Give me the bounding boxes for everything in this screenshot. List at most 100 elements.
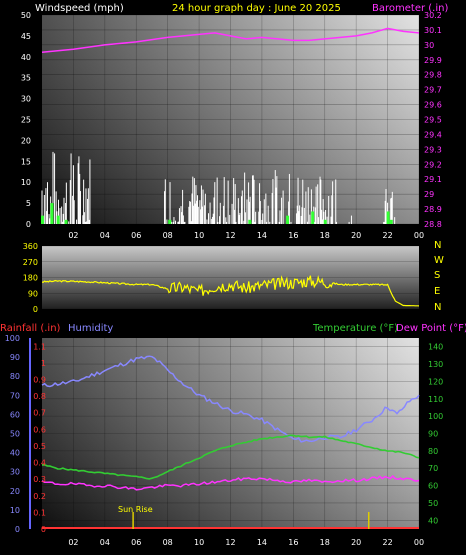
humidity-line — [41, 355, 420, 443]
barometer-tick-label: 30.2 — [424, 11, 442, 20]
wind-y-ticks: 0 5 10 15 20 25 30 35 40 45 50 — [21, 11, 31, 229]
humidity-y-ticks: 0 10 20 30 40 50 60 70 80 90 100 — [5, 334, 20, 534]
wind-x-tick-label: 02 — [68, 231, 78, 240]
wind-x-tick-label: 20 — [351, 231, 361, 240]
barometer-tick-label: 29.3 — [424, 145, 442, 154]
wind-x-tick-label: 16 — [288, 231, 298, 240]
direction-tick-label: 90 — [28, 289, 38, 298]
humidity-tick-label: 60 — [10, 410, 20, 419]
gust-bar — [323, 219, 327, 224]
wind-tick-label: 20 — [21, 136, 31, 145]
wind-x-tick-label: 14 — [257, 231, 267, 240]
wind-x-tick-label: 18 — [320, 231, 330, 240]
temp-x-tick-label: 04 — [100, 538, 110, 547]
wind-panel-shade — [42, 15, 419, 224]
gust-bar — [41, 215, 44, 224]
wind-x-ticks: 02 04 06 08 10 12 14 16 18 20 22 00 — [68, 231, 424, 240]
rainfall-label: Rainfall (.in) — [0, 323, 61, 334]
temp-panel-shade — [42, 338, 419, 529]
rain-tick-label: 0.5 — [33, 442, 46, 451]
temperature-tick-label: 60 — [428, 482, 438, 491]
gust-bar — [50, 203, 54, 224]
compass-w: W — [434, 255, 444, 266]
gust-bar — [386, 211, 390, 224]
rain-tick-label: 0.6 — [33, 425, 46, 434]
temp-x-tick-label: 02 — [68, 538, 78, 547]
temp-x-tick-label: 06 — [131, 538, 141, 547]
barometer-tick-label: 29.9 — [424, 56, 442, 65]
barometer-tick-label: 29 — [424, 190, 434, 199]
temperature-tick-label: 110 — [428, 395, 443, 404]
barometer-tick-label: 29.8 — [424, 71, 442, 80]
temp-x-ticks: 02 04 06 08 10 12 14 16 18 20 22 00 — [68, 538, 424, 547]
temperature-tick-label: 80 — [428, 447, 438, 456]
temp-x-tick-label: 18 — [320, 538, 330, 547]
compass-n-bottom: N — [434, 302, 441, 313]
compass-n-top: N — [434, 240, 441, 251]
wind-x-tick-label: 10 — [194, 231, 204, 240]
gust-bar — [56, 215, 60, 224]
humidity-tick-label: 100 — [5, 334, 20, 343]
wind-gridlines — [42, 14, 420, 225]
sun-markers — [132, 512, 370, 529]
gust-bar — [389, 219, 393, 224]
rain-tick-label: 1 — [41, 359, 46, 368]
rain-tick-label: 0.1 — [33, 508, 46, 517]
wind-tick-label: 0 — [26, 220, 31, 229]
barometer-tick-label: 29.1 — [424, 175, 442, 184]
dewpoint-label: Dew Point (°F) — [396, 323, 466, 334]
compass-labels: N W S E N — [434, 240, 444, 313]
direction-line — [41, 275, 420, 307]
temp-x-tick-label: 20 — [351, 538, 361, 547]
chart-title: 24 hour graph day : June 20 2025 — [172, 3, 341, 14]
direction-tick-label: 0 — [33, 305, 38, 314]
gust-bar — [311, 211, 315, 224]
humidity-tick-label: 80 — [10, 372, 20, 381]
humidity-tick-label: 0 — [15, 525, 20, 534]
wind-tick-label: 25 — [21, 116, 31, 125]
wind-tick-label: 35 — [21, 74, 31, 83]
direction-tick-label: 360 — [23, 242, 38, 251]
temperature-line — [41, 434, 420, 480]
temperature-tick-label: 90 — [428, 430, 438, 439]
rain-tick-label: 1.1 — [33, 342, 46, 351]
gust-bar — [286, 215, 290, 224]
barometer-tick-label: 29.7 — [424, 86, 442, 95]
wind-tick-label: 40 — [21, 53, 31, 62]
wind-x-tick-label: 08 — [163, 231, 173, 240]
temperature-tick-label: 100 — [428, 412, 443, 421]
rain-tick-label: 0.4 — [33, 459, 46, 468]
barometer-tick-label: 29.4 — [424, 130, 442, 139]
gust-bars — [41, 203, 393, 224]
temperature-y-ticks: 40 50 60 70 80 90 100 110 120 130 140 — [428, 343, 443, 526]
rain-tick-label: 0 — [41, 525, 46, 534]
gust-bar — [168, 219, 172, 224]
barometer-tick-label: 28.9 — [424, 205, 442, 214]
humidity-label: Humidity — [68, 323, 113, 334]
direction-y-ticks: 0 90 180 270 360 — [23, 242, 38, 314]
rain-tick-label: 0.3 — [33, 475, 46, 484]
barometer-tick-label: 30 — [424, 41, 434, 50]
barometer-line — [41, 27, 420, 54]
sunrise-label: Sun Rise — [118, 505, 153, 514]
temperature-tick-label: 130 — [428, 360, 443, 369]
temp-x-tick-label: 16 — [288, 538, 298, 547]
humidity-tick-label: 40 — [10, 449, 20, 458]
rain-y-ticks: 0 0.1 0.2 0.3 0.4 0.5 0.6 0.7 0.8 0.9 1 1.1 — [33, 342, 46, 534]
barometer-tick-label: 29.5 — [424, 116, 442, 125]
barometer-tick-label: 29.6 — [424, 101, 442, 110]
temp-x-tick-label: 12 — [225, 538, 235, 547]
wind-tick-label: 50 — [21, 11, 31, 20]
temperature-tick-label: 70 — [428, 464, 438, 473]
compass-e: E — [434, 286, 440, 297]
humidity-tick-label: 70 — [10, 391, 20, 400]
rain-tick-label: 0.7 — [33, 409, 46, 418]
barometer-tick-label: 29.2 — [424, 160, 442, 169]
rain-tick-label: 0.2 — [33, 492, 46, 501]
temp-x-tick-label: 14 — [257, 538, 267, 547]
humidity-tick-label: 50 — [10, 430, 20, 439]
wind-x-tick-label: 06 — [131, 231, 141, 240]
wind-x-tick-label: 12 — [225, 231, 235, 240]
barometer-tick-label: 30.1 — [424, 26, 442, 35]
